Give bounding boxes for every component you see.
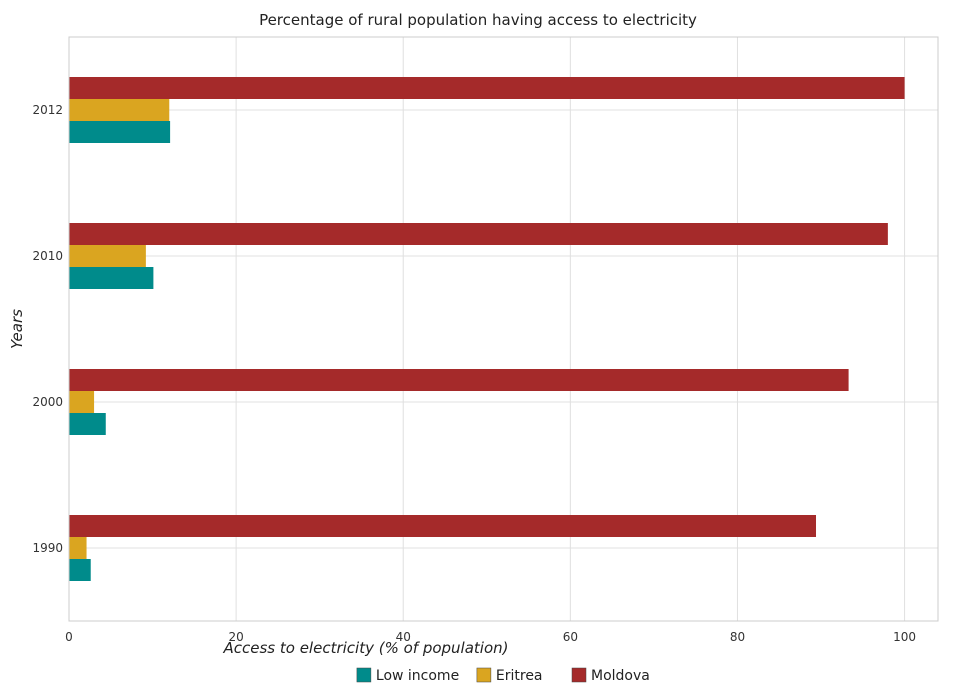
y-tick-label: 2012 [32, 103, 63, 117]
grid [68, 37, 938, 621]
plot-frame [68, 36, 939, 622]
x-tick-label: 80 [730, 630, 745, 644]
x-tick-label: 40 [396, 630, 411, 644]
y-tick-label: 2010 [32, 249, 63, 263]
legend-swatch-eritrea [476, 667, 492, 683]
y-tick-label: 1990 [32, 541, 63, 555]
x-axis-label: Access to electricity (% of population) [222, 639, 508, 657]
bar-moldova-1990 [69, 515, 817, 537]
x-tick-label: 20 [228, 630, 243, 644]
bar-moldova-2010 [69, 223, 888, 245]
legend-label-moldova: Moldova [591, 668, 650, 684]
bar-low-income-2012 [69, 121, 171, 143]
x-tick-label: 100 [893, 630, 916, 644]
legend-label-eritrea: Eritrea [496, 668, 543, 684]
legend-swatch-moldova [571, 667, 587, 683]
x-ticks: 0 20 40 60 80 100 [65, 630, 916, 644]
bar-low-income-2010 [69, 267, 154, 289]
legend: Low income Eritrea Moldova [356, 667, 650, 684]
x-tick-label: 0 [65, 630, 73, 644]
bar-eritrea-2010 [69, 245, 146, 267]
legend-swatch-low-income [356, 667, 372, 683]
bar-low-income-1990 [69, 559, 91, 581]
y-axis-label: Years [8, 309, 26, 349]
bar-moldova-2012 [69, 77, 905, 99]
bar-eritrea-2000 [69, 391, 95, 413]
bar-low-income-2000 [69, 413, 106, 435]
legend-label-low-income: Low income [376, 668, 459, 684]
bar-eritrea-2012 [69, 99, 170, 121]
x-tick-label: 60 [563, 630, 578, 644]
bars [69, 77, 905, 581]
y-tick-label: 2000 [32, 395, 63, 409]
bar-moldova-2000 [69, 369, 849, 391]
bar-eritrea-1990 [69, 537, 87, 559]
chart-title: Percentage of rural population having ac… [259, 11, 697, 29]
y-ticks: 1990 2000 2010 2012 [32, 103, 63, 555]
